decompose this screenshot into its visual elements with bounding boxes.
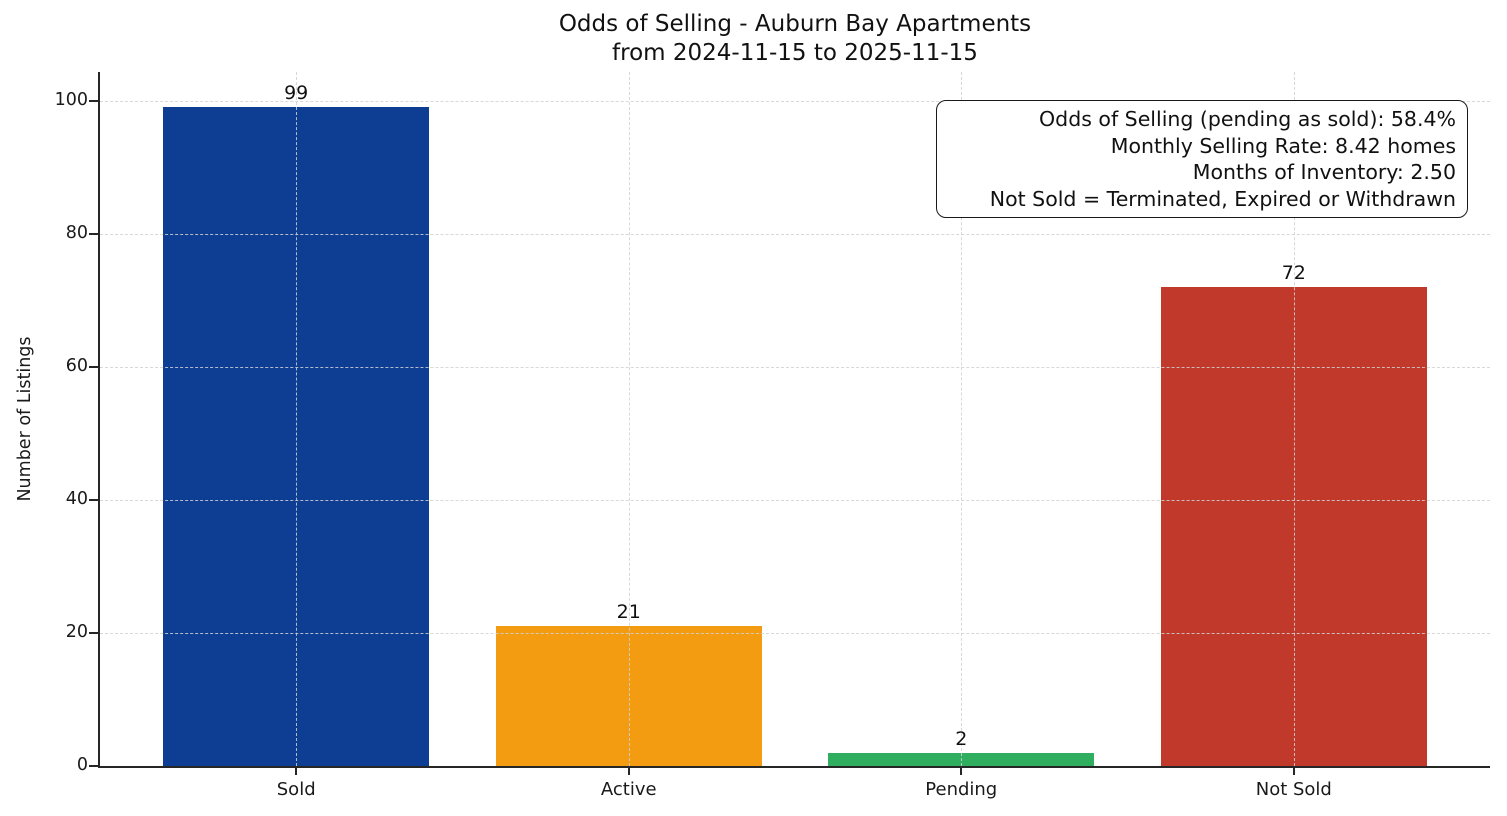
x-tick-label-pending: Pending: [925, 779, 998, 800]
v-gridline: [961, 72, 963, 766]
bar-sold: [163, 107, 430, 766]
y-tick-label: 80: [65, 222, 88, 243]
x-tick-mark: [960, 766, 963, 775]
y-tick-label: 20: [65, 621, 88, 642]
x-tick-label-active: Active: [600, 779, 657, 800]
annotation-odds-of-selling: Odds of Selling (pending as sold): 58.4%: [1039, 107, 1456, 131]
h-gridline: [100, 499, 1490, 501]
y-tick-mark: [89, 631, 98, 634]
y-tick-mark: [89, 765, 98, 767]
annotation-monthly-selling-rate: Monthly Selling Rate: 8.42 homes: [1110, 133, 1456, 158]
x-tick-mark: [1292, 766, 1295, 775]
stats-annotation-box: Odds of Selling (pending as sold): 58.4%…: [936, 100, 1468, 218]
h-gridline: [100, 632, 1490, 634]
bar-value-label-not-sold: 72: [1281, 261, 1306, 284]
annotation-months-of-inventory: Months of Inventory: 2.50: [1192, 160, 1456, 184]
chart-title: Odds of Selling - Auburn Bay Apartments …: [558, 11, 1032, 66]
x-tick-mark: [627, 766, 630, 775]
y-tick-mark: [89, 498, 98, 501]
y-tick-label: 40: [65, 488, 88, 509]
v-gridline: [1293, 72, 1295, 766]
bar-value-label-pending: 2: [955, 727, 968, 750]
y-tick-label: 60: [65, 355, 88, 376]
h-gridline: [100, 233, 1490, 235]
x-tick-mark: [295, 766, 298, 775]
y-axis-spine: [98, 72, 100, 768]
x-tick-label-not-sold: Not Sold: [1255, 779, 1332, 800]
h-gridline: [100, 100, 1490, 102]
annotation-not-sold-definition: Not Sold = Terminated, Expired or Withdr…: [989, 186, 1456, 211]
y-tick-mark: [89, 232, 98, 235]
v-gridline: [296, 72, 298, 766]
bar-pending: [828, 752, 1095, 766]
bar-value-label-active: 21: [616, 601, 641, 624]
bar-not-sold: [1160, 286, 1427, 766]
x-axis-spine: [98, 766, 1490, 768]
x-tick-label-sold: Sold: [276, 779, 316, 800]
y-tick-label: 0: [76, 755, 88, 775]
bar-active: [495, 626, 762, 766]
y-tick-label: 100: [54, 89, 88, 110]
y-tick-mark: [89, 365, 98, 368]
y-tick-mark: [89, 99, 98, 102]
v-gridline: [628, 72, 630, 766]
h-gridline: [100, 366, 1490, 368]
bar-value-label-sold: 99: [284, 82, 309, 105]
